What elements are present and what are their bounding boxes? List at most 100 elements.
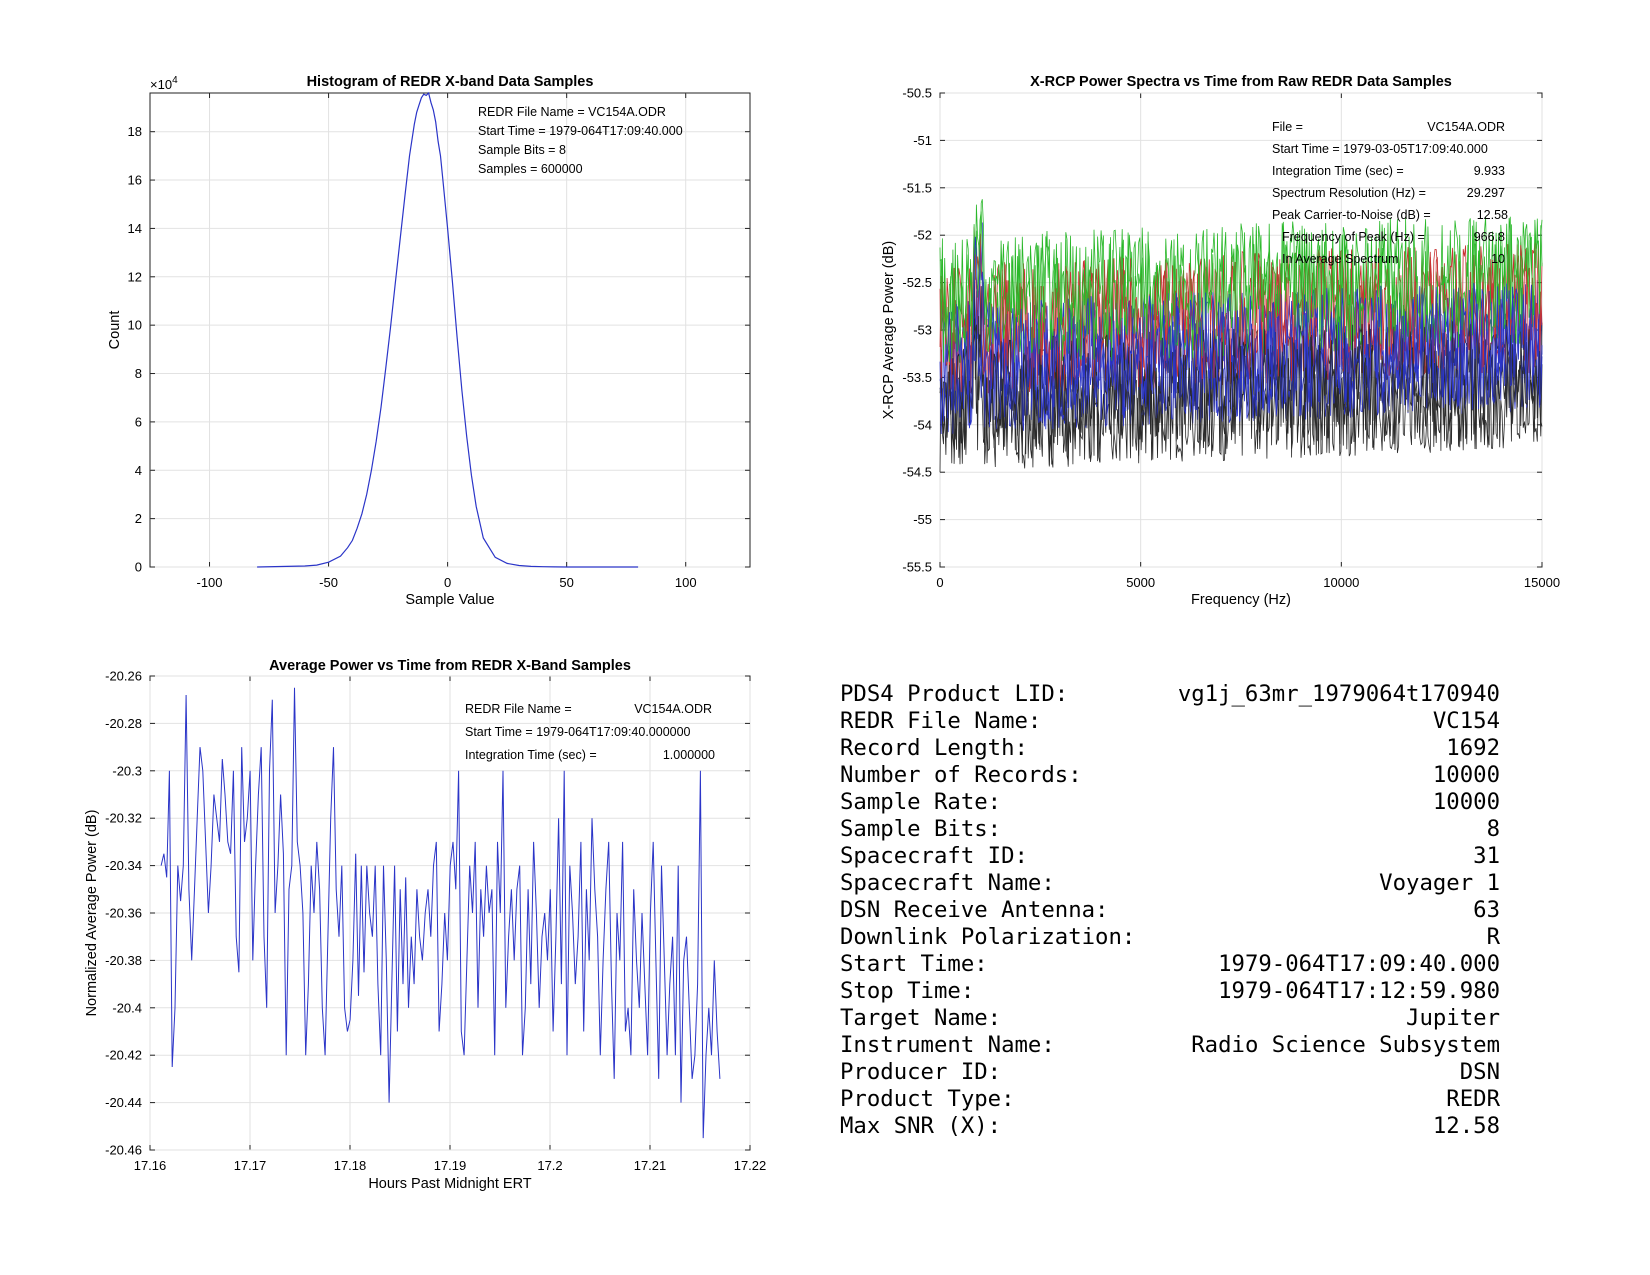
summary-label: DSN Receive Antenna: <box>840 897 1109 923</box>
summary-value: 31 <box>1473 843 1500 869</box>
spectra-annotation-label: In Average Spectrum <box>1282 252 1399 266</box>
spectra-annotation-value: 966.8 <box>1474 230 1505 244</box>
power-time-tick-labels: 17.16 17.17 17.18 17.19 17.2 17.21 17.22 -20.46… <box>105 669 766 1174</box>
power-time-annotation-label: REDR File Name = <box>465 702 572 716</box>
summary-row: Downlink Polarization: R <box>840 924 1500 951</box>
spectra-annotation-value: VC154A.ODR <box>1427 120 1505 134</box>
histogram-line <box>257 91 639 568</box>
histogram-y-tick-label: 12 <box>128 269 142 284</box>
summary-row: Stop Time: 1979-064T17:12:59.980 <box>840 978 1500 1005</box>
histogram-y-tick-label: 4 <box>135 463 142 478</box>
histogram-series <box>257 91 639 568</box>
spectra-x-tick-label: 5000 <box>1126 575 1155 590</box>
spectra-series <box>939 199 1543 473</box>
histogram-x-tick-label: -100 <box>197 575 223 590</box>
spectra-annotation-label: Frequency of Peak (Hz) = <box>1282 230 1425 244</box>
spectra-x-tick-label: 10000 <box>1323 575 1359 590</box>
summary-label: Number of Records: <box>840 762 1082 788</box>
spectra-y-tick-label: -51 <box>913 133 932 148</box>
histogram-y-exponent: ×104 <box>150 75 178 92</box>
summary-row: PDS4 Product LID: vg1j_63mr_1979064t17094… <box>840 681 1500 708</box>
power-time-y-tick-label: -20.44 <box>105 1095 142 1110</box>
histogram-annotations: REDR File Name = VC154A.ODR Start Time =… <box>478 105 683 176</box>
power-time-x-tick-label: 17.21 <box>634 1158 667 1173</box>
summary-label: Downlink Polarization: <box>840 924 1136 950</box>
product-summary-table: PDS4 Product LID: vg1j_63mr_1979064t17094… <box>840 681 1500 1140</box>
spectra-y-tick-label: -53 <box>913 323 932 338</box>
spectra-y-tick-label: -54 <box>913 417 932 432</box>
power-time-y-tick-label: -20.4 <box>112 1000 142 1015</box>
summary-row: Start Time: 1979-064T17:09:40.000 <box>840 951 1500 978</box>
summary-label: Start Time: <box>840 951 988 977</box>
spectra-annotation-label: Integration Time (sec) = <box>1272 164 1404 178</box>
histogram-annotation: Start Time = 1979-064T17:09:40.000 <box>478 124 683 138</box>
spectra-y-tick-label: -52 <box>913 228 932 243</box>
summary-value: 1692 <box>1446 735 1500 761</box>
histogram-y-tick-label: 16 <box>128 173 142 188</box>
power-time-y-tick-label: -20.46 <box>105 1143 142 1158</box>
histogram-gridlines <box>150 93 750 568</box>
summary-value: VC154 <box>1432 708 1500 734</box>
summary-value: 10000 <box>1432 762 1500 788</box>
power-time-y-tick-label: -20.26 <box>105 669 142 684</box>
spectra-x-tick-label: 0 <box>936 575 943 590</box>
summary-label: Product Type: <box>840 1086 1015 1112</box>
power-time-y-tick-label: -20.32 <box>105 811 142 826</box>
power-time-y-tick-label: -20.38 <box>105 953 142 968</box>
summary-row: Spacecraft Name: Voyager 1 <box>840 870 1500 897</box>
spectra-annotation-label: Peak Carrier-to-Noise (dB) = <box>1272 208 1431 222</box>
histogram-y-tick-label: 2 <box>135 511 142 526</box>
spectra-y-tick-label: -52.5 <box>902 275 932 290</box>
histogram-x-tick-label: -50 <box>319 575 338 590</box>
summary-value: 1979-064T17:12:59.980 <box>1218 978 1500 1004</box>
spectra-annotation-value: 12.58 <box>1477 208 1508 222</box>
histogram-y-tick-label: 6 <box>135 414 142 429</box>
power-time-y-tick-label: -20.36 <box>105 906 142 921</box>
summary-row: Record Length: 1692 <box>840 735 1500 762</box>
spectra-x-tick-label: 15000 <box>1524 575 1560 590</box>
power-time-x-tick-label: 17.17 <box>234 1158 267 1173</box>
spectra-annotation-value: 10 <box>1491 252 1505 266</box>
spectra-y-tick-label: -53.5 <box>902 370 932 385</box>
spectra-annotation-label: Start Time = 1979-03-05T17:09:40.000 <box>1272 142 1488 156</box>
summary-row: Number of Records: 10000 <box>840 762 1500 789</box>
power-time-annotation-label: Start Time = 1979-064T17:09:40.000000 <box>465 725 691 739</box>
histogram-y-tick-label: 0 <box>135 560 142 575</box>
summary-value: 10000 <box>1432 789 1500 815</box>
summary-value: REDR <box>1446 1086 1500 1112</box>
spectra-annotation-value: 29.297 <box>1467 186 1505 200</box>
summary-row: DSN Receive Antenna: 63 <box>840 897 1500 924</box>
spectra-y-tick-label: -50.5 <box>902 86 932 101</box>
summary-row: Spacecraft ID: 31 <box>840 843 1500 870</box>
histogram-x-tick-label: 0 <box>444 575 451 590</box>
spectrum-line <box>939 211 1543 363</box>
summary-label: Sample Bits: <box>840 816 1002 842</box>
histogram-axes-frame <box>149 92 751 568</box>
power-time-annotation-value: VC154A.ODR <box>634 702 712 716</box>
spectra-annotation-value: 9.933 <box>1474 164 1505 178</box>
spectra-y-tick-label: -54.5 <box>902 465 932 480</box>
power-time-annotation-value: 1.000000 <box>663 748 715 762</box>
summary-row: Instrument Name: Radio Science Subsystem <box>840 1032 1500 1059</box>
summary-row: REDR File Name: VC154 <box>840 708 1500 735</box>
power-time-y-tick-label: -20.3 <box>112 763 142 778</box>
summary-row: Product Type: REDR <box>840 1086 1500 1113</box>
power-time-title: Average Power vs Time from REDR X-Band S… <box>269 658 631 674</box>
histogram-y-tick-label: 8 <box>135 366 142 381</box>
power-time-panel: 17.16 17.17 17.18 17.19 17.2 17.21 17.22 -20.46… <box>84 658 766 1192</box>
summary-label: Record Length: <box>840 735 1028 761</box>
histogram-y-tick-label: 18 <box>128 124 142 139</box>
histogram-xlabel: Sample Value <box>405 592 494 608</box>
power-time-series <box>160 687 721 1139</box>
power-time-x-tick-label: 17.19 <box>434 1158 467 1173</box>
summary-label: REDR File Name: <box>840 708 1042 734</box>
histogram-ylabel: Count <box>107 311 123 350</box>
spectrum-line <box>939 233 1543 396</box>
summary-value: Voyager 1 <box>1379 870 1500 896</box>
spectra-annotation-label: Spectrum Resolution (Hz) = <box>1272 186 1426 200</box>
summary-row: Sample Rate: 10000 <box>840 789 1500 816</box>
power-time-xlabel: Hours Past Midnight ERT <box>368 1176 531 1192</box>
summary-row: Producer ID: DSN <box>840 1059 1500 1086</box>
summary-row: Max SNR (X): 12.58 <box>840 1113 1500 1140</box>
power-time-y-tick-label: -20.42 <box>105 1048 142 1063</box>
